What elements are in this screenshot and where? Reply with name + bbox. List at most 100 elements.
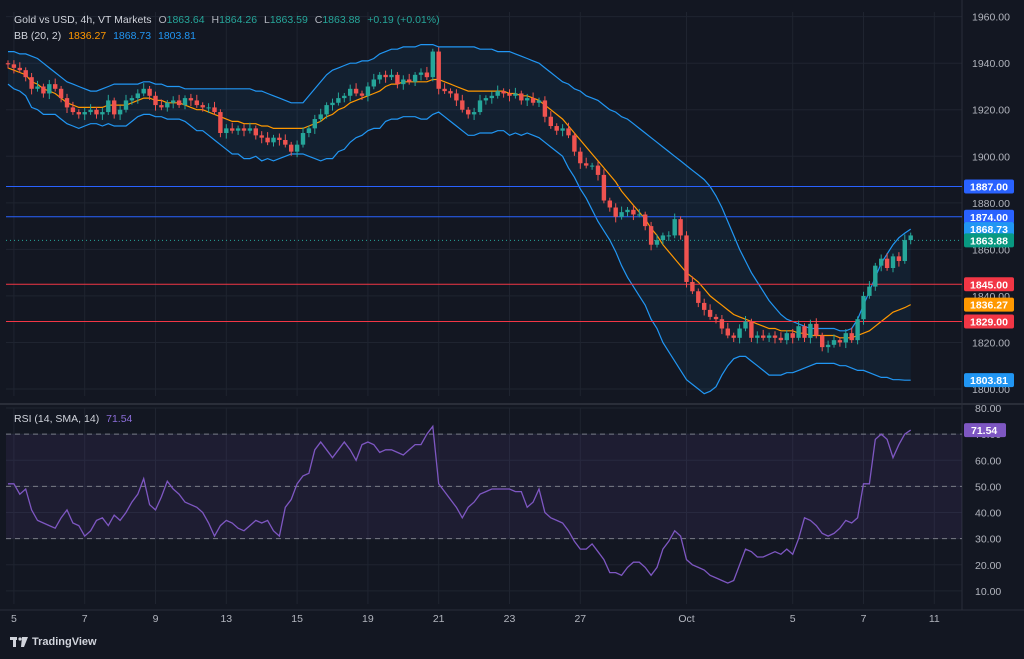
symbol-title: Gold vs USD, 4h, VT Markets <box>14 14 152 26</box>
candle <box>241 124 247 137</box>
candle <box>672 213 677 239</box>
candle-body <box>477 100 483 113</box>
candle <box>578 147 583 169</box>
candle <box>896 252 902 267</box>
candle <box>123 94 129 113</box>
candle <box>566 122 571 139</box>
candle-body <box>401 79 406 85</box>
candle-body <box>365 86 371 96</box>
candle <box>873 262 878 291</box>
candle <box>489 91 494 104</box>
candle-body <box>749 321 754 338</box>
candle-body <box>123 100 129 110</box>
candle-body <box>766 335 772 338</box>
candle <box>525 93 530 107</box>
candle <box>401 75 406 90</box>
candle <box>755 331 760 344</box>
candle <box>554 123 559 135</box>
price-tag-box <box>964 373 1014 388</box>
candle <box>684 231 689 288</box>
time-tick-label: 19 <box>362 613 374 625</box>
time-tick-label: 9 <box>153 613 159 625</box>
candle-body <box>784 333 789 341</box>
price-tag: 1836.27 <box>964 297 1014 312</box>
bb-legend[interactable]: BB (20, 2) 1836.27 1868.73 1803.81 <box>14 30 200 42</box>
candle-body <box>861 295 866 320</box>
candle <box>513 87 518 99</box>
candle-body <box>525 98 530 101</box>
tradingview-logo-icon <box>10 637 28 647</box>
candle-body <box>353 88 359 94</box>
candle-body <box>300 133 306 145</box>
candle-body <box>902 240 907 262</box>
candle-body <box>519 93 524 101</box>
price-tick-label: 1860.00 <box>972 244 1010 256</box>
candle <box>607 197 612 212</box>
candle-body <box>648 226 654 245</box>
low-value: 1863.59 <box>269 14 308 26</box>
time-tick-label: 5 <box>11 613 17 625</box>
time-tick-label: 7 <box>861 613 867 625</box>
candle-body <box>460 100 465 110</box>
candle <box>135 89 140 104</box>
candle <box>312 114 317 134</box>
candle-body <box>737 328 742 338</box>
candle-body <box>377 74 382 80</box>
candle-body <box>436 51 441 89</box>
candle-body <box>855 319 860 341</box>
low-label: L <box>263 14 270 26</box>
candle-body <box>654 240 660 245</box>
candle <box>448 88 453 98</box>
candle <box>837 337 843 347</box>
candle-body <box>224 128 229 134</box>
price-tag: 1868.73 <box>964 222 1014 237</box>
candle-body <box>64 98 70 108</box>
candle-body <box>808 323 813 338</box>
candle <box>230 122 235 134</box>
candle-body <box>383 74 388 78</box>
candle-body <box>159 105 164 108</box>
price-tag-label: 1829.00 <box>970 317 1008 329</box>
candle <box>41 83 46 98</box>
candle <box>595 161 601 181</box>
candle-body <box>407 79 412 82</box>
rsi-line <box>8 424 912 584</box>
candle-body <box>412 74 418 82</box>
candle <box>129 95 135 105</box>
rsi-legend[interactable]: RSI (14, SMA, 14) 71.54 <box>14 413 136 425</box>
candle-body <box>76 112 81 115</box>
candle-body <box>690 281 695 292</box>
candle <box>589 162 595 170</box>
rsi-tick-label: 10.00 <box>975 586 1001 598</box>
candle-body <box>206 107 211 109</box>
time-tick-label: 15 <box>291 613 303 625</box>
candle-body <box>88 109 93 113</box>
candle-body <box>253 128 258 136</box>
price-tag: 1874.00 <box>964 209 1014 224</box>
candle <box>637 208 642 218</box>
candle <box>430 48 435 82</box>
bb-basis-value: 1836.27 <box>68 30 107 42</box>
candle-body <box>188 98 194 101</box>
candle <box>200 102 205 112</box>
candle-body <box>607 200 612 208</box>
candle-body <box>306 128 312 134</box>
bb-upper-value: 1868.73 <box>113 30 152 42</box>
candle <box>106 94 111 115</box>
candle <box>359 90 365 100</box>
price-tag: 1887.00 <box>964 179 1014 194</box>
candle-body <box>536 100 542 103</box>
candle-body <box>348 88 353 96</box>
candle <box>507 89 512 102</box>
candle <box>395 72 400 89</box>
candle-body <box>454 93 459 101</box>
candle <box>631 205 636 221</box>
candle-body <box>23 70 28 78</box>
close-label: C <box>314 14 323 26</box>
bb-lower-value: 1803.81 <box>157 30 196 42</box>
price-tag: 1863.88 <box>964 233 1014 248</box>
price-tag: 1829.00 <box>964 314 1014 329</box>
high-value: 1864.26 <box>219 14 258 26</box>
tradingview-footer[interactable]: TradingView <box>10 636 97 648</box>
